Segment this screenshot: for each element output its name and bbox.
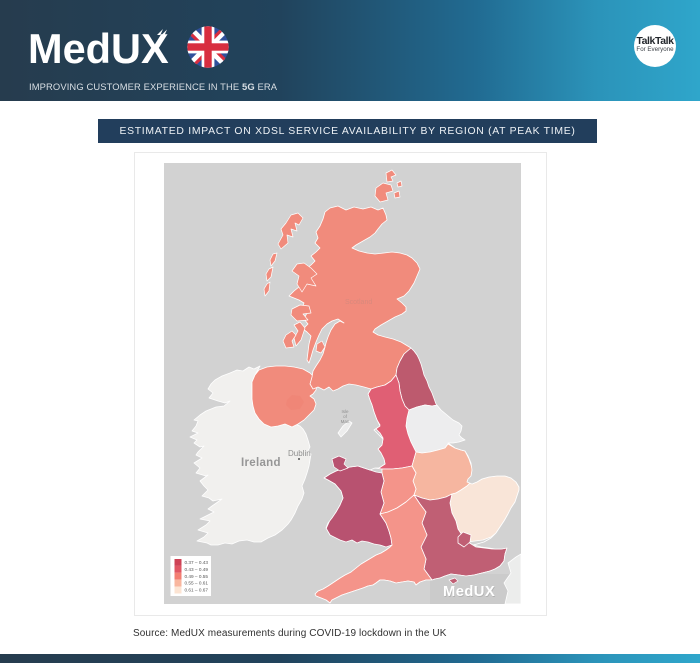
svg-text:0.61 – 0.67: 0.61 – 0.67 [185,588,209,593]
svg-text:MedUX: MedUX [444,585,496,601]
svg-text:MedUX: MedUX [443,584,495,600]
svg-text:0.55 – 0.61: 0.55 – 0.61 [185,581,209,586]
svg-text:0.37 – 0.43: 0.37 – 0.43 [185,560,209,565]
svg-text:Dublin: Dublin [288,449,311,458]
svg-text:Ireland: Ireland [241,457,281,469]
svg-text:0.49 – 0.55: 0.49 – 0.55 [185,574,209,579]
svg-text:0.43 – 0.49: 0.43 – 0.49 [185,567,209,572]
svg-text:Man: Man [341,419,350,424]
svg-text:of: of [343,414,348,419]
svg-text:Isle: Isle [341,409,349,414]
svg-text:Scotland: Scotland [345,299,372,306]
